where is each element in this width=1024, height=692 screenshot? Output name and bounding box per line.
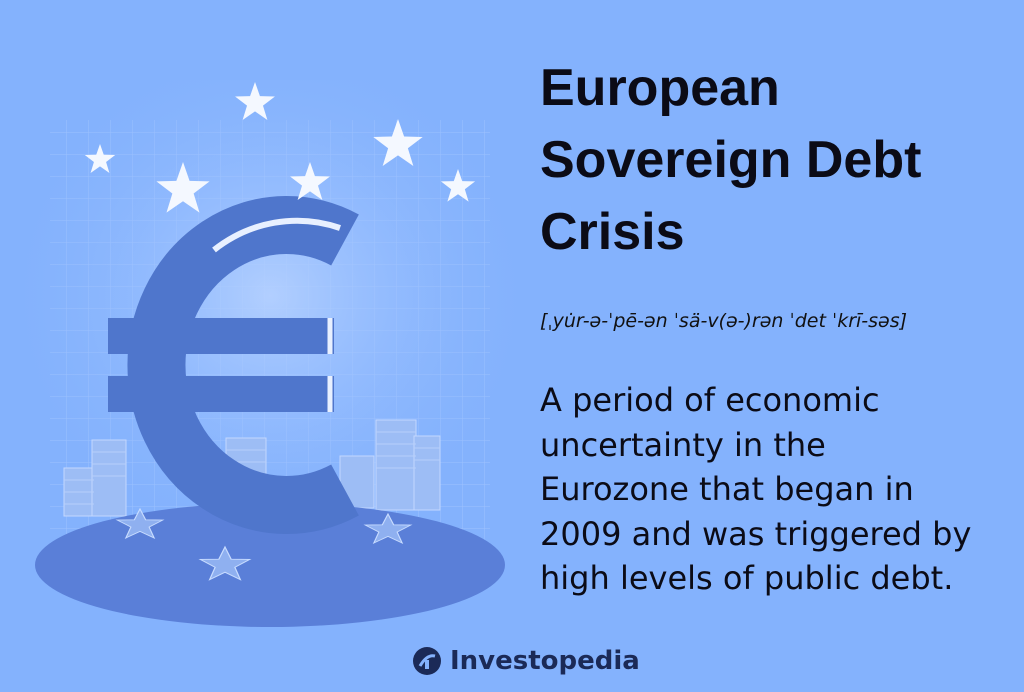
title-line: European (540, 59, 780, 117)
description-line: uncertainty in the (540, 425, 826, 464)
logo-icon (413, 647, 441, 675)
logo: Investopedia (412, 646, 640, 676)
description-line: 2009 and was triggered by (540, 514, 972, 553)
title-line: Crisis (540, 203, 685, 261)
description-line: A period of economic (540, 381, 880, 419)
description-line: Eurozone that began in (540, 470, 914, 508)
title-line: Sovereign Debt (540, 131, 922, 189)
description-line: high levels of public debt. (540, 559, 954, 597)
illustration (20, 80, 520, 627)
euro-sign (108, 196, 359, 534)
logo-text: Investopedia (450, 646, 640, 676)
description: A period of economic uncertainty in the … (540, 378, 971, 601)
title: European Sovereign Debt Crisis (540, 52, 1000, 268)
pronunciation: [ˌyu̇r-ə-ˈpē-ən ˈsä-v(ə-)rən ˈdet ˈkrī-s… (540, 310, 908, 332)
